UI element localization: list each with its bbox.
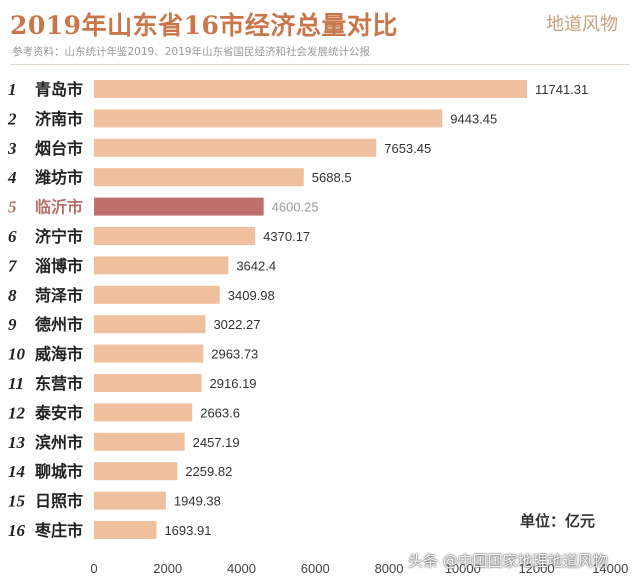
value-label: 4370.17 [263, 229, 310, 244]
rank-number: 9 [8, 315, 17, 334]
city-label: 日照市 [35, 492, 83, 511]
bar [94, 285, 220, 304]
x-tick-label: 8000 [375, 561, 404, 576]
bar [94, 462, 178, 481]
bar [94, 227, 256, 245]
value-label: 5688.5 [312, 170, 352, 185]
value-label: 3642.4 [236, 258, 276, 273]
rank-number: 14 [8, 462, 25, 481]
rank-number: 15 [8, 492, 26, 511]
rank-number: 13 [8, 433, 26, 452]
value-label: 11741.31 [535, 82, 588, 97]
value-label: 1949.38 [174, 494, 221, 509]
value-label: 2916.19 [210, 376, 257, 391]
rank-number: 5 [8, 198, 17, 217]
city-label: 潍坊市 [35, 168, 83, 187]
value-label: 2457.19 [193, 435, 240, 450]
x-tick-label: 10000 [445, 561, 481, 576]
chart-title: 2019年山东省16市经济总量对比 [10, 11, 398, 40]
rank-number: 4 [7, 168, 17, 187]
unit-label: 单位：亿元 [520, 512, 596, 530]
bar [94, 432, 185, 451]
bar [94, 197, 264, 216]
rank-number: 7 [8, 256, 18, 275]
value-label: 3022.27 [213, 317, 260, 332]
city-label: 德州市 [35, 315, 83, 334]
bar [94, 138, 377, 157]
rank-number: 1 [8, 80, 17, 99]
x-tick-label: 4000 [227, 561, 256, 576]
value-label: 2259.82 [185, 464, 232, 479]
city-label: 枣庄市 [34, 521, 83, 540]
value-label: 2663.6 [200, 405, 240, 420]
value-label: 3409.98 [228, 288, 275, 303]
city-label: 济宁市 [35, 227, 83, 246]
bar [94, 344, 204, 363]
rank-number: 12 [8, 403, 26, 422]
rank-number: 3 [7, 139, 17, 158]
rank-number: 6 [8, 227, 17, 246]
city-label: 烟台市 [35, 139, 83, 158]
x-tick-label: 0 [90, 561, 97, 576]
brand-logo-text: 地道风物 [546, 14, 618, 35]
bar [94, 80, 527, 98]
value-label: 7653.45 [384, 141, 431, 156]
value-label: 2963.73 [211, 347, 258, 362]
city-label: 菏泽市 [35, 286, 83, 305]
bar [94, 491, 166, 510]
rank-number: 16 [8, 521, 26, 540]
source-note: 参考资料：山东统计年鉴2019、2019年山东省国民经济和社会发展统计公报 [12, 46, 370, 58]
rank-number: 11 [8, 374, 24, 393]
city-label: 聊城市 [35, 462, 83, 481]
city-label: 青岛市 [35, 80, 83, 99]
bar [94, 109, 443, 128]
bar [94, 521, 157, 539]
bar [94, 374, 202, 392]
city-label: 威海市 [35, 345, 83, 364]
city-label: 淄博市 [35, 256, 83, 275]
header-divider [10, 64, 630, 65]
rank-number: 10 [8, 345, 26, 364]
bar [94, 168, 304, 187]
bar [94, 403, 193, 422]
watermark: 头条 @中国国家地理地道风物 [408, 552, 608, 570]
rank-number: 8 [8, 286, 17, 305]
rank-number: 2 [7, 109, 17, 128]
bar [94, 315, 206, 334]
value-label: 9443.45 [450, 111, 497, 126]
x-tick-label: 2000 [153, 561, 182, 576]
city-label: 济南市 [35, 109, 83, 128]
city-label: 泰安市 [34, 403, 83, 422]
x-tick-label: 14000 [592, 561, 628, 576]
x-tick-label: 6000 [301, 561, 330, 576]
city-label: 东营市 [35, 374, 83, 393]
value-label: 4600.25 [272, 200, 319, 215]
city-label: 滨州市 [35, 433, 83, 452]
value-label: 1693.91 [164, 523, 211, 538]
city-label: 临沂市 [35, 198, 83, 217]
x-tick-label: 12000 [518, 561, 554, 576]
bar [94, 256, 229, 275]
